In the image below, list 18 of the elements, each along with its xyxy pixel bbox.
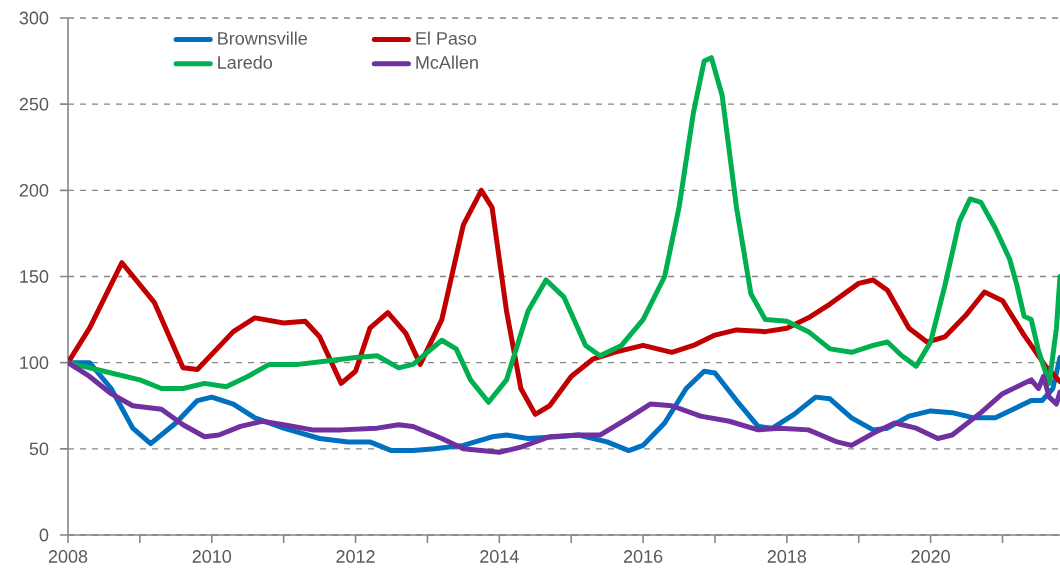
legend-label: El Paso — [416, 31, 477, 45]
x-tick-label: 2016 — [623, 550, 663, 563]
x-tick-label: 2008 — [48, 550, 88, 563]
y-tick-label: 50 — [29, 442, 49, 456]
x-tick-label: 2014 — [480, 550, 519, 563]
y-tick-label: 300 — [19, 11, 49, 25]
y-tick-label: 250 — [19, 97, 49, 111]
x-tick-label: 2018 — [767, 550, 807, 563]
legend-label: Brownsville — [218, 31, 307, 45]
x-tick-label: 2012 — [336, 550, 375, 563]
legend-label: McAllen — [416, 55, 478, 69]
legend-label: Laredo — [218, 55, 273, 69]
y-tick-label: 200 — [19, 183, 49, 197]
y-tick-label: 100 — [20, 356, 49, 370]
x-tick-label: 2020 — [911, 550, 950, 563]
y-tick-label: 0 — [39, 528, 49, 542]
x-tick-label: 2010 — [192, 550, 232, 563]
y-tick-label: 150 — [20, 270, 49, 283]
